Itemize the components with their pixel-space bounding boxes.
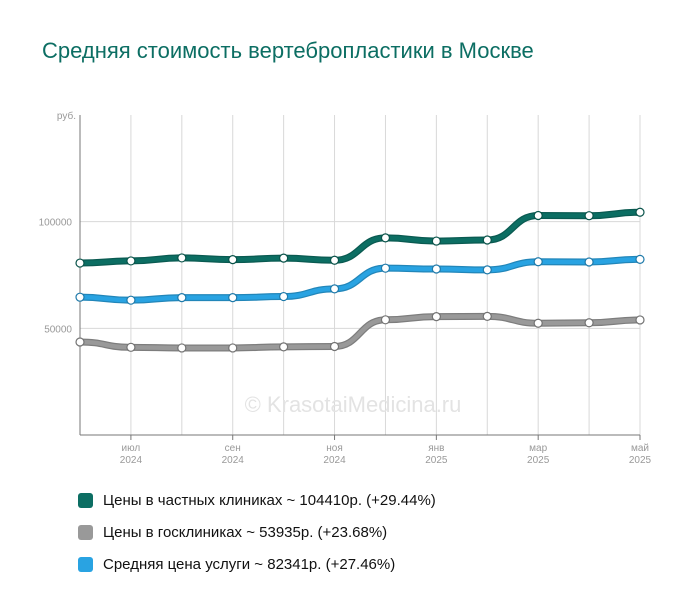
data-point-avg [329, 284, 340, 294]
data-point-gov [279, 342, 289, 352]
x-tick-label-year: 2025 [425, 455, 448, 466]
series-avg [75, 254, 645, 305]
data-point-private [126, 256, 136, 266]
data-point-avg [126, 295, 136, 305]
data-point-avg [482, 265, 492, 275]
y-unit-label: руб. [57, 110, 76, 122]
data-point-private [431, 236, 441, 246]
series-line-avg [77, 257, 643, 303]
data-point-private [635, 207, 645, 217]
data-point-gov [635, 315, 645, 325]
data-point-gov [584, 318, 594, 328]
x-tick-label-month: май [631, 443, 649, 454]
legend-item-gov[interactable]: Цены в госклиниках ~ 53935р. (+23.68%) [78, 516, 436, 548]
chart-title: Средняя стоимость вертебропластики в Мос… [42, 38, 534, 63]
x-tick-label-year: 2024 [323, 455, 346, 466]
data-point-private [329, 255, 340, 265]
data-point-avg [635, 254, 645, 264]
y-tick-label: 100000 [39, 218, 73, 229]
data-point-gov [380, 315, 391, 325]
data-point-gov [228, 343, 238, 353]
data-point-private [533, 210, 543, 221]
series-private [75, 207, 645, 268]
x-tick-label-year: 2024 [222, 455, 245, 466]
legend-swatch-private [78, 492, 93, 508]
grid [79, 115, 641, 435]
x-tick-label-month: ноя [326, 443, 343, 454]
data-point-private [177, 253, 187, 263]
x-tick-label-month: июл [122, 443, 141, 454]
legend-swatch-avg [78, 556, 93, 572]
legend-item-avg[interactable]: Средняя цена услуги ~ 82341р. (+27.46%) [78, 548, 436, 580]
data-point-gov [75, 337, 85, 347]
legend: Цены в частных клиниках ~ 104410р. (+29.… [78, 484, 436, 580]
x-tick-label-year: 2025 [629, 455, 652, 466]
data-point-avg [431, 264, 441, 274]
axes: 50000100000руб.июл2024сен2024ноя2024янв2… [39, 110, 652, 466]
x-tick-label-month: мар [529, 443, 547, 454]
data-point-gov [482, 311, 492, 321]
legend-label-avg: Средняя цена услуги ~ 82341р. (+27.46%) [103, 555, 396, 573]
data-point-avg [380, 263, 391, 273]
x-tick-label-month: сен [225, 443, 241, 454]
legend-swatch-gov [78, 524, 93, 540]
data-point-private [584, 211, 594, 221]
data-point-gov [177, 343, 187, 353]
data-point-avg [228, 293, 238, 303]
data-point-private [75, 258, 85, 268]
data-point-avg [177, 293, 187, 303]
series-line-private-outline [76, 208, 644, 267]
watermark-text: © KrasotaiMedicina.ru [245, 392, 462, 417]
data-point-private [279, 253, 289, 263]
data-point-gov [126, 342, 136, 352]
data-point-private [228, 255, 238, 265]
x-tick-label-year: 2025 [527, 455, 550, 466]
data-point-avg [533, 257, 543, 267]
data-point-private [380, 233, 391, 243]
series [75, 207, 645, 353]
series-gov [75, 311, 645, 353]
legend-label-private: Цены в частных клиниках ~ 104410р. (+29.… [103, 491, 436, 509]
data-point-avg [279, 291, 289, 302]
data-point-private [482, 235, 492, 245]
legend-label-gov: Цены в госклиниках ~ 53935р. (+23.68%) [103, 523, 388, 541]
series-line-gov [77, 314, 643, 351]
data-point-gov [533, 318, 543, 328]
data-point-avg [75, 292, 85, 302]
y-tick-label: 50000 [44, 324, 72, 335]
data-point-gov [329, 341, 340, 352]
x-tick-label-month: янв [428, 443, 444, 454]
data-point-avg [584, 257, 594, 267]
x-tick-label-year: 2024 [120, 455, 143, 466]
data-point-gov [431, 312, 441, 322]
legend-item-private[interactable]: Цены в частных клиниках ~ 104410р. (+29.… [78, 484, 436, 516]
